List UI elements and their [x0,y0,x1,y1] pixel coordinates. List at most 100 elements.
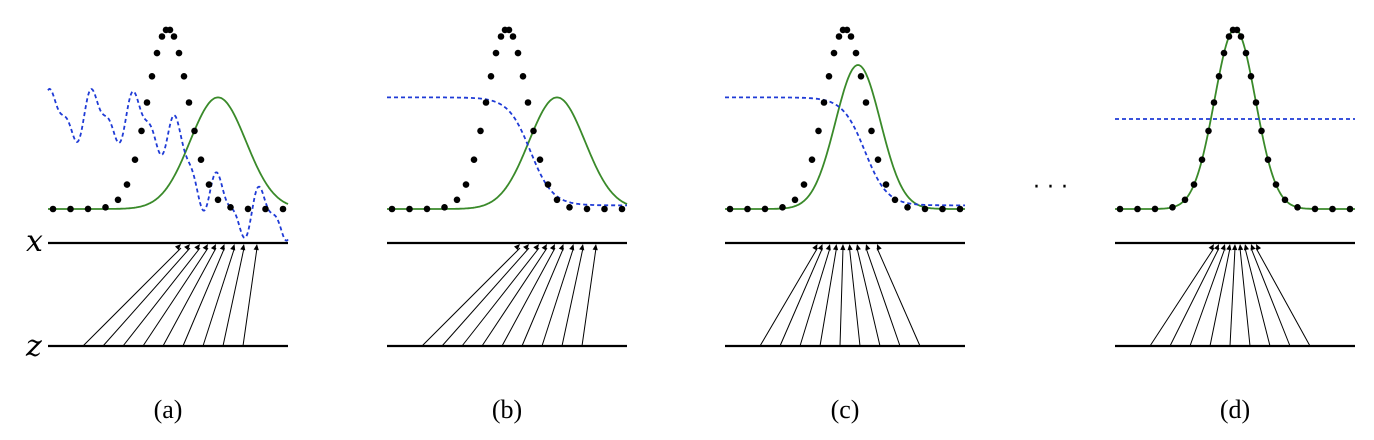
data-sample-dot [470,156,478,163]
mapping-arrow-line [759,247,818,347]
data-sample-dot [1281,196,1289,204]
data-sample-dot [544,181,552,188]
data-sample-dot [726,205,734,213]
mapping-arrow-head [865,244,871,251]
data-sample-dot [1242,49,1250,57]
data-sample-dot [205,181,213,188]
mapping-arrow-head [533,244,539,251]
data-sample-dot [1134,205,1141,213]
mapping-arrow-head [825,244,831,251]
mapping-arrow-head [1214,244,1219,251]
data-sample-dot [1247,73,1255,80]
panel-d: (d) [1115,26,1355,424]
data-sample-dot [1225,33,1233,40]
data-sample-dot [939,205,946,213]
data-sample-dot [262,205,269,213]
mapping-arrow-line [441,247,530,347]
mapping-arrow-head [194,244,200,251]
data-sample-dot [462,181,470,188]
data-sample-dot [123,181,131,188]
data-sample-dot [131,156,139,163]
discriminator-curve [725,96,965,207]
data-sample-dot [519,73,527,80]
data-sample-dot [1311,205,1319,213]
mapping-arrow-line [122,247,201,347]
data-sample-dot [191,127,198,135]
data-sample-dot [514,49,522,57]
data-sample-dot [84,205,92,213]
mapping-arrow-line [779,247,823,347]
mapping-arrow-head [817,244,823,251]
data-sample-dot [820,99,828,106]
data-sample-dot [388,205,396,213]
mapping-arrow-head [569,244,575,251]
data-sample-dot [852,49,860,57]
mapping-arrow-head [1220,244,1226,251]
data-sample-dot [1346,205,1354,213]
data-sample-dot [1198,156,1206,163]
data-sample-dot [530,127,537,135]
z-axis-label: z [25,329,42,364]
model-distribution-curve [725,64,965,210]
data-sample-dot [904,204,911,211]
mapping-arrow-head [240,244,246,251]
mapping-arrow-head [855,244,861,251]
data-sample-dot [1169,204,1176,211]
mapping-arrow-head [1243,244,1249,251]
model-distribution-curve [387,96,628,210]
data-sample-dot [1258,127,1265,135]
mapping-arrow-line [819,247,837,347]
mapping-arrow-line [242,247,258,347]
data-sample-dot [800,181,808,188]
panel-c: (c) [725,26,965,424]
mapping-arrow-head [1226,244,1232,251]
data-sample-dot [143,99,151,106]
mapping-arrow-head [253,244,259,251]
data-sample-dot [487,73,495,80]
data-sample-dot [279,205,287,213]
data-sample-dot [227,204,234,211]
discriminator-curve [387,96,627,207]
mapping-arrow-line [521,247,564,347]
data-sample-dot [492,49,500,57]
mapping-arrow-head [812,244,818,251]
data-sample-dot [1220,49,1228,57]
data-sample-dot [862,99,870,106]
data-sample-dot [1181,196,1189,204]
mapping-arrow-head [202,244,208,251]
mapping-arrow-line [876,247,921,347]
data-sample-dot [1294,204,1301,211]
mapping-arrow-line [849,247,861,347]
panel-a: (a) [47,26,289,424]
data-sample-dot [566,204,573,211]
mapping-arrow-head [549,244,555,251]
mapping-arrow-line [865,247,901,347]
data-sample-dot [815,127,822,135]
ellipsis-text: · · · [1033,175,1068,200]
mapping-arrow-line [581,247,597,347]
data-sample-dot [1210,99,1218,106]
data-sample-dot [197,156,205,163]
data-sample-dot [185,99,193,106]
mapping-arrow-line [202,247,235,347]
data-sample-dot [67,205,74,213]
panels: (a) (b) (c) (d) [47,26,1355,424]
x-axis-label: x [26,224,43,259]
mapping-arrow-line [102,247,191,347]
data-sample-dot [843,26,851,34]
data-sample-dot [601,205,608,213]
mapping-arrow-head [1256,244,1262,251]
data-sample-dot [1252,99,1260,106]
mapping-arrow-head [1250,244,1256,251]
mapping-arrow-head [514,244,520,251]
mapping-arrow-line [1169,247,1220,347]
data-sample-dot [423,205,431,213]
panel-caption-a: (a) [154,395,183,424]
data-sample-dot [148,73,156,80]
data-sample-dot [868,127,875,135]
mapping-arrow-head [175,244,181,251]
data-sample-dot [244,205,252,213]
mapping-arrow-head [876,244,882,251]
mapping-arrow-line [1189,247,1226,347]
